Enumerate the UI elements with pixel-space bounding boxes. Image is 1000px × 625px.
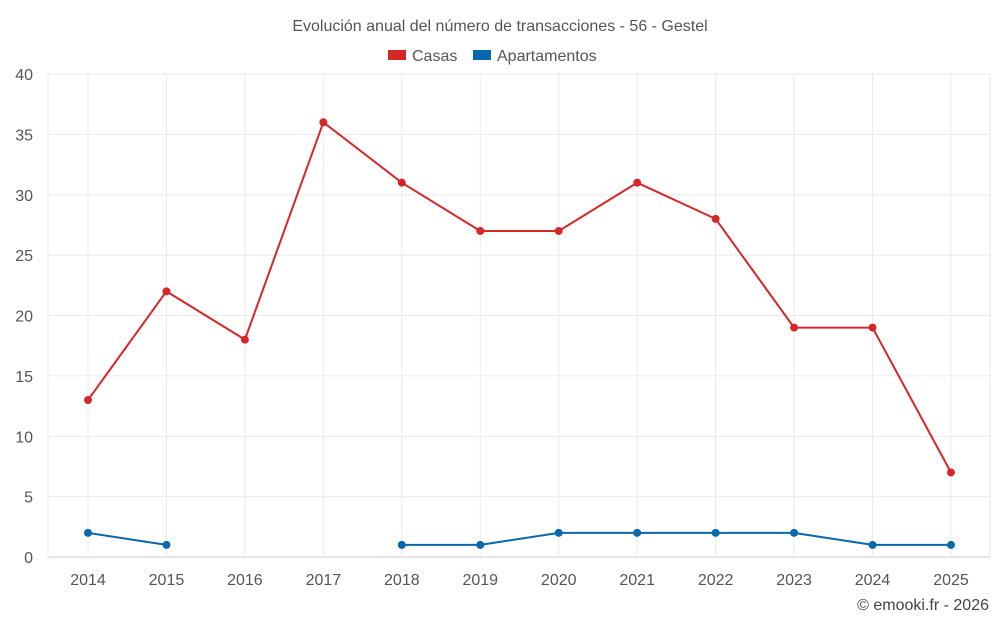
x-tick-label: 2021 <box>619 572 655 589</box>
series-line <box>87 120 952 473</box>
x-tick-label: 2015 <box>149 572 185 589</box>
data-point <box>633 178 642 187</box>
y-tick-label: 35 <box>15 127 33 144</box>
x-tick-label: 2023 <box>776 572 812 589</box>
x-tick-label: 2017 <box>306 572 342 589</box>
data-point <box>790 528 799 537</box>
data-point <box>476 540 485 549</box>
x-tick-label: 2024 <box>855 572 891 589</box>
data-point <box>711 528 720 537</box>
x-tick-label: 2018 <box>384 572 420 589</box>
grid <box>47 73 991 558</box>
data-point <box>84 528 92 537</box>
data-point <box>554 528 563 537</box>
series <box>84 118 955 549</box>
y-tick-label: 20 <box>15 309 33 326</box>
credit-text: © emooki.fr - 2026 <box>857 597 989 614</box>
series-line <box>87 531 167 546</box>
data-point <box>868 540 877 549</box>
x-tick-label: 2019 <box>462 572 498 589</box>
legend: Casas Apartamentos <box>388 48 597 65</box>
data-point <box>947 540 955 549</box>
chart-title: Evolución anual del número de transaccio… <box>292 18 707 35</box>
y-tick-label: 10 <box>15 429 33 446</box>
y-tick-label: 0 <box>24 550 33 567</box>
legend-label-casas: Casas <box>412 48 457 65</box>
x-tick-label: 2025 <box>933 572 969 589</box>
legend-swatch-apartamentos <box>473 50 491 60</box>
data-point <box>554 226 563 235</box>
data-point <box>476 226 485 235</box>
data-point <box>633 528 642 537</box>
legend-swatch-casas <box>388 50 406 60</box>
x-tick-label: 2014 <box>70 572 106 589</box>
y-tick-label: 40 <box>15 67 33 84</box>
data-point <box>790 323 799 332</box>
y-tick-label: 30 <box>15 188 33 205</box>
x-tick-label: 2022 <box>698 572 734 589</box>
data-point <box>397 540 406 549</box>
data-point <box>162 540 171 549</box>
data-point <box>162 287 171 296</box>
y-tick-label: 5 <box>24 490 33 507</box>
y-tick-label: 15 <box>15 369 33 386</box>
legend-label-apartamentos: Apartamentos <box>497 48 597 65</box>
data-point <box>868 323 877 332</box>
data-point <box>84 396 92 405</box>
series-casas <box>84 118 955 477</box>
data-point <box>319 118 328 127</box>
x-tick-label: 2020 <box>541 572 577 589</box>
y-tick-label: 25 <box>15 248 33 265</box>
data-point <box>947 468 955 477</box>
series-apartamentos <box>84 528 955 549</box>
series-line <box>401 531 951 546</box>
data-point <box>711 214 720 223</box>
x-tick-label: 2016 <box>227 572 263 589</box>
data-point <box>397 178 406 187</box>
data-point <box>240 335 249 344</box>
